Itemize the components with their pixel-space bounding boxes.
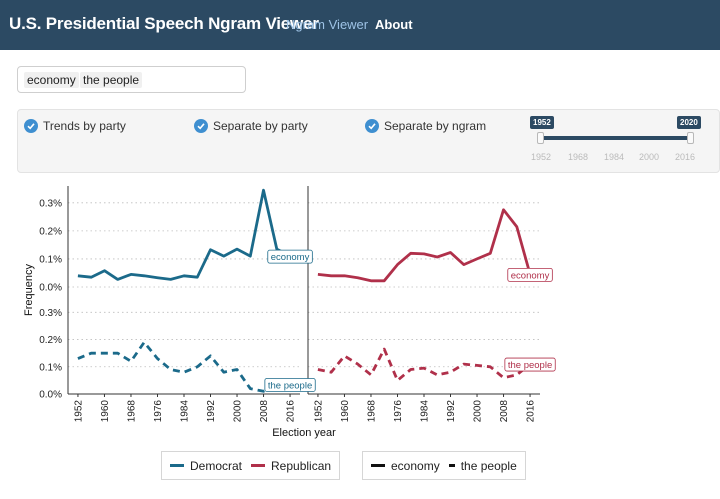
legend-item-the-people: the people <box>448 458 517 473</box>
y-axis-title: Frequency <box>23 264 35 316</box>
series-end-label: the people <box>504 357 556 372</box>
series-end-label-text: the people <box>508 360 552 371</box>
y-tick-label: 0.2% <box>39 226 62 237</box>
slider-tick: 1968 <box>568 152 589 162</box>
ngram-search-input[interactable]: economy the people <box>17 66 246 93</box>
y-tick-label: 0.0% <box>39 390 62 401</box>
check-icon <box>365 119 379 133</box>
party-legend: Democrat Republican <box>161 451 341 480</box>
slider-max-badge: 2020 <box>677 116 701 129</box>
separate-by-party-checkbox[interactable]: Separate by party <box>194 119 308 133</box>
nav-link-about[interactable]: About <box>375 17 413 32</box>
series-end-label: the people <box>264 378 316 392</box>
options-panel: Trends by party Separate by party Separa… <box>17 109 720 173</box>
x-tick-label: 1976 <box>393 400 404 423</box>
legend-item-republican: Republican <box>251 459 331 473</box>
series-end-label-box <box>264 378 316 392</box>
x-tick-label: 1968 <box>126 400 137 423</box>
x-tick-label: 2016 <box>526 400 537 423</box>
y-tick-label: 0.3% <box>39 198 62 209</box>
series-line-democrat-economy <box>77 188 291 281</box>
separate-by-party-label: Separate by party <box>213 119 308 133</box>
series-end-label-text: the people <box>268 380 312 391</box>
navbar: U.S. Presidential Speech Ngram Viewer Ng… <box>0 0 720 50</box>
year-range-slider[interactable]: 1952 2020 1952 1968 1984 2000 2016 <box>530 114 701 170</box>
app-title[interactable]: U.S. Presidential Speech Ngram Viewer <box>9 14 319 33</box>
x-tick-label: 1984 <box>420 400 431 423</box>
ngram-legend: economy the people <box>362 451 526 480</box>
x-tick-label: 1976 <box>153 400 164 423</box>
x-tick-label: 2000 <box>233 400 244 423</box>
x-tick-label: 1960 <box>340 400 351 423</box>
series-end-label-text: economy <box>271 252 310 263</box>
legend-label-democrat: Democrat <box>190 458 243 473</box>
x-tick-label: 1968 <box>366 400 377 423</box>
x-tick-label: 1952 <box>313 400 324 423</box>
x-tick-label: 2008 <box>499 400 510 423</box>
check-icon <box>194 119 208 133</box>
legend-swatch-republican <box>251 464 266 467</box>
slider-min-handle[interactable] <box>537 132 544 144</box>
x-tick-label: 1984 <box>180 400 191 423</box>
series-end-label: economy <box>267 249 313 264</box>
series-end-label-box <box>504 357 556 372</box>
y-tick-label: 0.1% <box>39 254 62 265</box>
legend-label-the-people: the people <box>460 458 517 473</box>
series-end-label-box <box>507 267 553 282</box>
check-icon <box>24 119 38 133</box>
slider-min-badge: 1952 <box>530 116 554 129</box>
x-tick-label: 1992 <box>206 400 217 423</box>
legend-swatch-democrat <box>170 464 184 467</box>
slider-track[interactable] <box>540 136 690 140</box>
series-end-label-box <box>267 249 313 264</box>
y-tick-label: 0.2% <box>39 335 62 346</box>
x-axis-title: Election year <box>272 427 336 439</box>
series-line-republican-economy <box>317 208 532 283</box>
series-line-democrat-the-people <box>77 340 291 393</box>
slider-tick: 1984 <box>604 152 625 162</box>
x-tick-label: 1952 <box>73 400 84 423</box>
legend-item-democrat: Democrat <box>170 459 242 473</box>
legend-swatch-dashed <box>448 464 455 467</box>
slider-max-handle[interactable] <box>687 132 694 144</box>
trends-by-party-label: Trends by party <box>43 119 126 133</box>
y-tick-label: 0.1% <box>39 362 62 373</box>
series-end-label: economy <box>507 267 553 282</box>
ngram-chart: 0.0% 0.1% 0.2% 0.3% 0.0% 0.1% 0.2% 0.3% 1952 1960… <box>23 186 556 439</box>
legend-label-republican: Republican <box>271 458 332 473</box>
legend-item-economy: economy <box>371 459 440 473</box>
nav-link-ngram-viewer[interactable]: Ngram Viewer <box>286 17 369 32</box>
ngram-tag-economy[interactable]: economy <box>24 72 79 88</box>
legend-swatch-solid <box>371 464 385 467</box>
x-tick-label: 2016 <box>286 400 297 423</box>
separate-by-ngram-label: Separate by ngram <box>384 119 487 133</box>
x-tick-label: 2000 <box>473 400 484 423</box>
slider-tick: 1952 <box>531 152 552 162</box>
trends-by-party-checkbox[interactable]: Trends by party <box>24 119 126 133</box>
series-line-republican-the-people <box>317 347 531 382</box>
x-tick-label: 2008 <box>259 400 270 423</box>
series-end-label-text: economy <box>511 270 550 281</box>
legend-label-economy: economy <box>391 458 440 473</box>
y-tick-label: 0.0% <box>39 283 62 294</box>
slider-tick: 2016 <box>675 152 696 162</box>
x-tick-label: 1960 <box>100 400 111 423</box>
slider-tick: 2000 <box>639 152 660 162</box>
separate-by-ngram-checkbox[interactable]: Separate by ngram <box>365 119 486 133</box>
ngram-tag-the-people[interactable]: the people <box>80 72 143 88</box>
y-tick-label: 0.3% <box>39 308 62 319</box>
x-tick-label: 1992 <box>446 400 457 423</box>
